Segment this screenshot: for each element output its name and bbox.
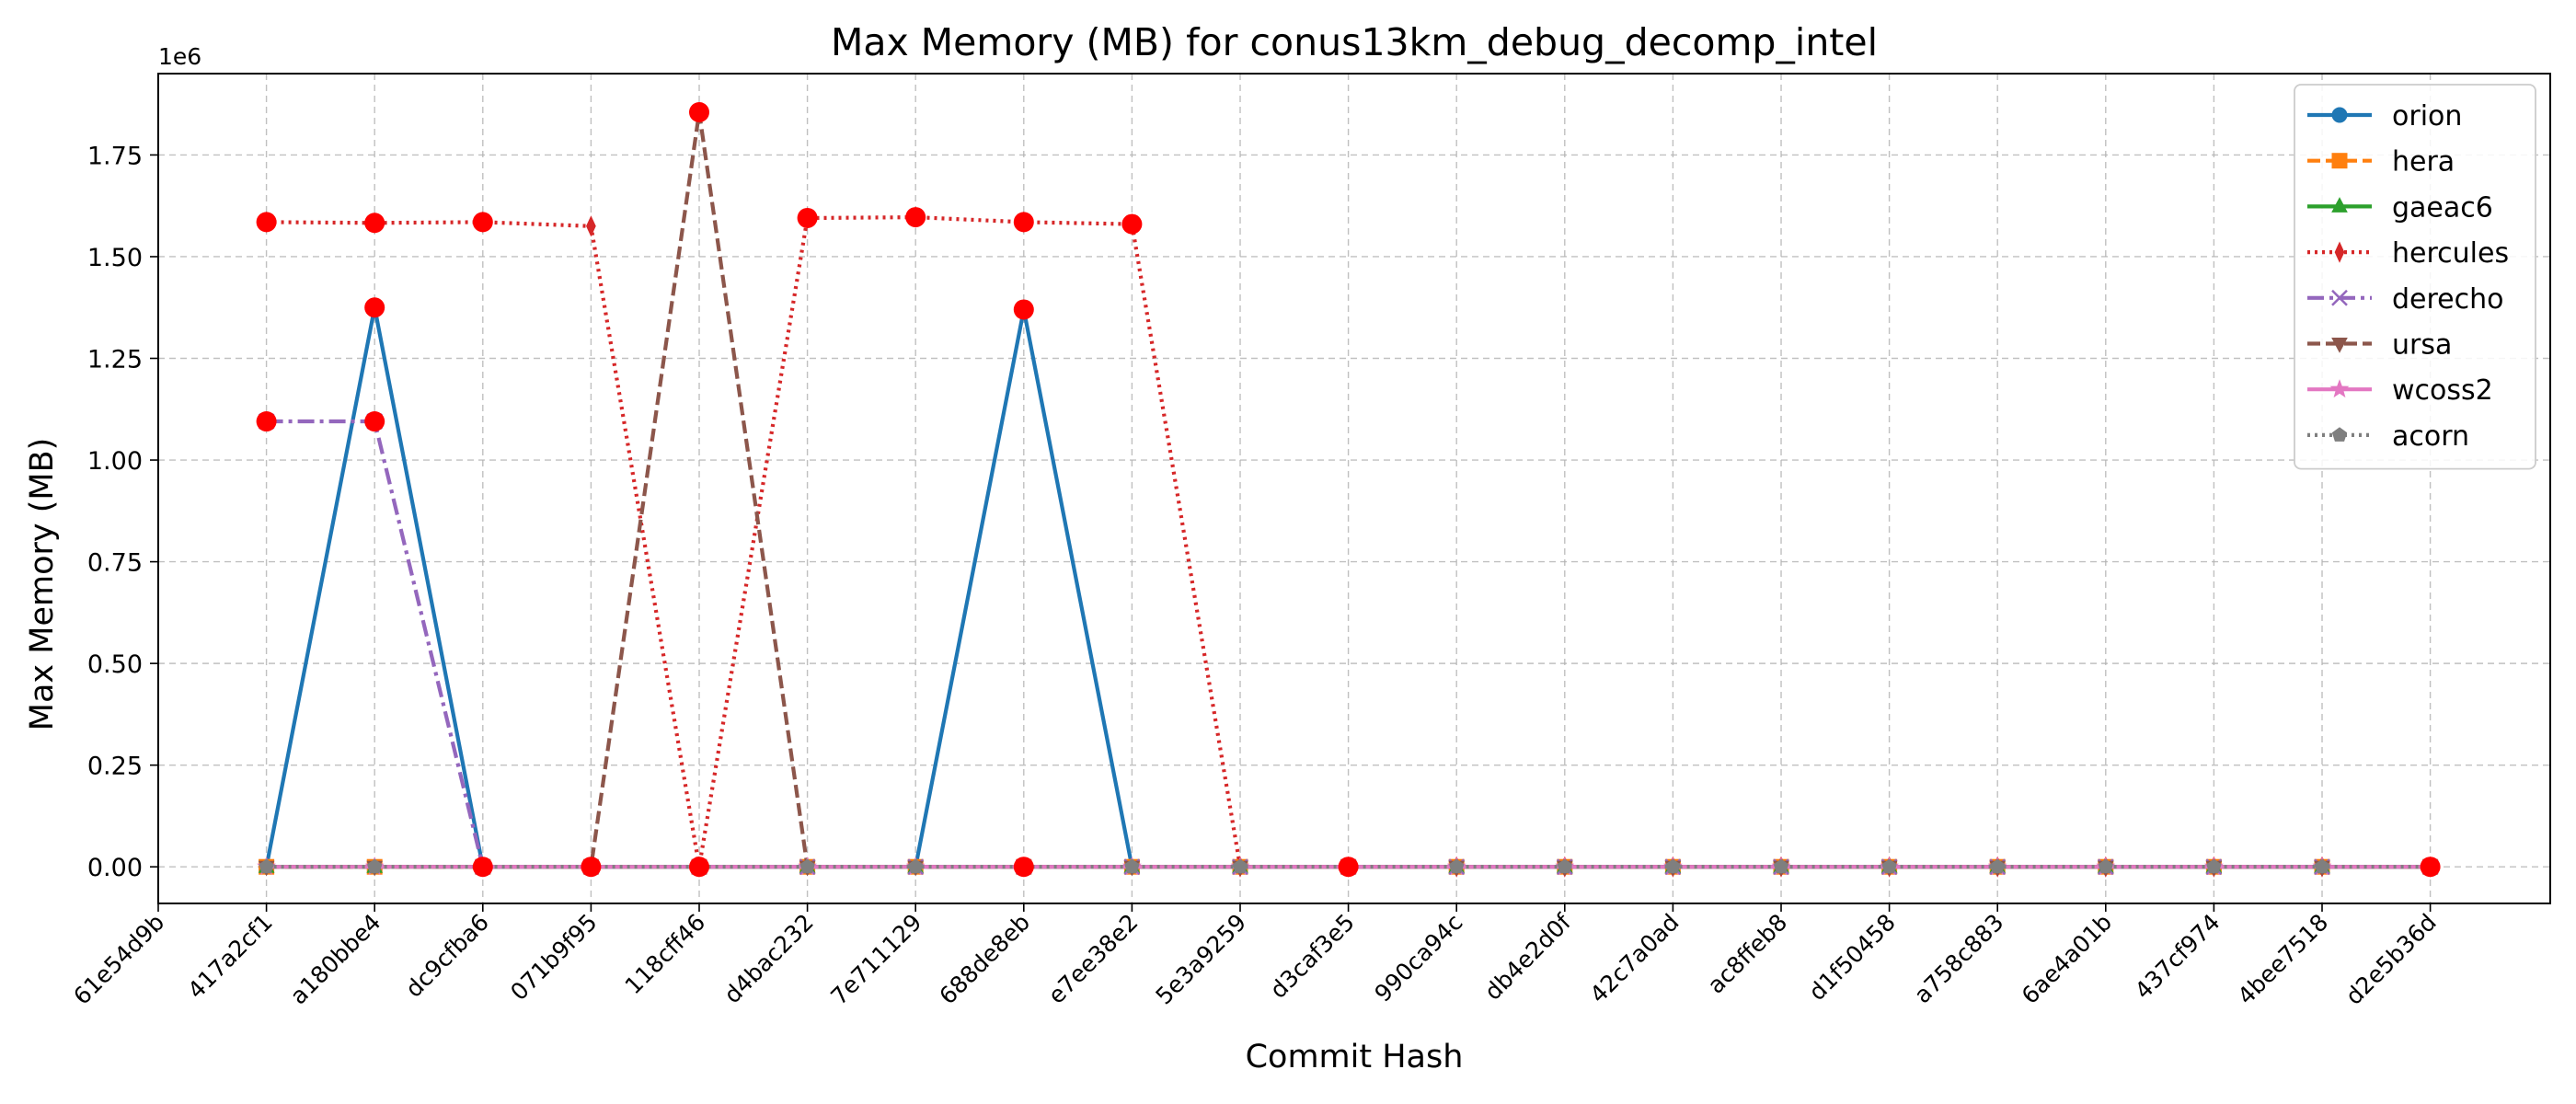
legend-label: wcoss2 <box>2392 374 2493 407</box>
series-marker <box>2331 289 2348 306</box>
series-marker <box>2331 338 2348 353</box>
legend-label: ursa <box>2392 329 2452 362</box>
y-axis-ticks: 0.00 0.25 0.50 0.75 1.00 1.25 1.50 1.75 <box>87 142 158 882</box>
legend-label: derecho <box>2392 283 2504 316</box>
x-axis-label: Commit Hash <box>1246 1039 1464 1075</box>
highlight-point <box>1338 857 1359 878</box>
legend-entry-derecho: derecho <box>2307 283 2504 316</box>
highlighted-points <box>256 102 2441 878</box>
series-marker <box>1881 858 1897 874</box>
highlight-point <box>581 857 602 878</box>
legend-entry-hercules: hercules <box>2307 237 2509 270</box>
series-marker <box>2314 858 2330 874</box>
highlight-point <box>2420 857 2441 878</box>
y-tick-label: 1.00 <box>87 447 143 476</box>
highlight-point <box>1121 213 1143 235</box>
series-marker <box>2331 197 2348 213</box>
highlight-point <box>1013 299 1034 320</box>
legend-entry-orion: orion <box>2307 100 2462 132</box>
highlight-point <box>1013 857 1034 878</box>
y-tick-label: 0.25 <box>87 753 143 781</box>
highlight-point <box>797 207 818 228</box>
series-marker <box>367 858 383 874</box>
legend-entry-acorn: acorn <box>2307 420 2469 453</box>
series-marker <box>2331 153 2348 169</box>
series-marker <box>1449 858 1465 874</box>
highlight-point <box>364 297 385 318</box>
legend-label: gaeac6 <box>2392 191 2493 224</box>
series-marker <box>2331 107 2348 123</box>
chart-title: Max Memory (MB) for conus13km_debug_deco… <box>831 20 1878 64</box>
highlight-point <box>905 207 926 228</box>
series-marker <box>1665 858 1681 874</box>
legend-label: hercules <box>2392 237 2509 270</box>
legend-box <box>2294 84 2536 470</box>
series-marker <box>1124 858 1140 874</box>
series-marker <box>2098 858 2113 874</box>
highlight-point <box>689 857 709 878</box>
highlight-point <box>256 212 277 233</box>
legend-label: acorn <box>2392 420 2469 453</box>
highlight-point <box>689 102 709 123</box>
y-tick-label: 0.50 <box>87 650 143 679</box>
legend-entry-gaeac6: gaeac6 <box>2307 191 2493 224</box>
series-marker <box>1232 858 1248 874</box>
y-tick-label: 1.50 <box>87 244 143 272</box>
legend: orion hera gaeac6 hercules derecho ursa wcoss2… <box>2294 84 2536 470</box>
legend-entry-hera: hera <box>2307 146 2455 178</box>
series-marker <box>2329 379 2350 398</box>
y-tick-label: 0.00 <box>87 854 143 882</box>
y-tick-label: 1.75 <box>87 142 143 170</box>
series-marker <box>1773 858 1789 874</box>
series-marker <box>259 858 274 874</box>
plot-frame <box>157 73 2551 904</box>
y-tick-label: 1.25 <box>87 346 143 374</box>
highlight-point <box>472 212 493 233</box>
series-marker <box>1557 858 1572 874</box>
series-marker <box>586 215 596 237</box>
highlight-point <box>364 411 385 432</box>
series-marker <box>799 858 815 874</box>
series-marker <box>2206 858 2222 874</box>
legend-label: orion <box>2392 100 2462 132</box>
series-marker <box>2331 427 2348 442</box>
y-tick-label: 0.75 <box>87 549 143 578</box>
highlight-point <box>256 411 277 432</box>
y-axis-label: Max Memory (MB) <box>24 438 61 730</box>
y-axis-offset-label: 1e6 <box>158 43 201 70</box>
legend-label: hera <box>2392 146 2455 178</box>
series-marker <box>2334 241 2345 263</box>
legend-entry-wcoss2: wcoss2 <box>2307 374 2493 407</box>
highlight-point <box>1013 212 1034 233</box>
series-marker <box>1990 858 2006 874</box>
highlight-point <box>472 857 493 878</box>
series-marker <box>908 858 924 874</box>
legend-entry-ursa: ursa <box>2307 329 2452 362</box>
highlight-point <box>364 213 385 234</box>
